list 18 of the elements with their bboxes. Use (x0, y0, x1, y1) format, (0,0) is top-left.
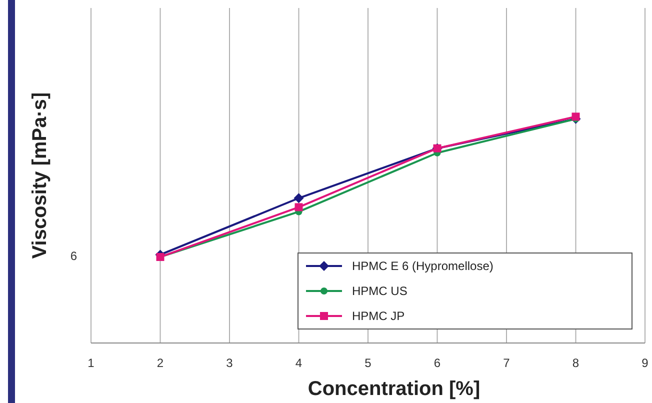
legend-label: HPMC E 6 (Hypromellose) (352, 259, 494, 273)
x-tick-label: 6 (434, 356, 441, 370)
legend-label: HPMC JP (352, 309, 405, 323)
x-tick-label: 7 (503, 356, 510, 370)
x-tick-label: 5 (364, 356, 372, 370)
point (294, 193, 304, 204)
x-tick-label: 3 (226, 356, 234, 370)
x-tick-label: 4 (295, 356, 302, 370)
x-tick-label: 9 (642, 356, 649, 370)
legend-label: HPMC US (352, 284, 408, 298)
x-tick-label: 2 (156, 356, 164, 370)
x-tick-label: 1 (88, 356, 95, 370)
x-axis-title: Concentration [%] (308, 378, 480, 400)
text: 6 (70, 249, 78, 263)
point (572, 112, 580, 121)
x-tick-label: 8 (572, 356, 580, 370)
point (294, 203, 303, 212)
y-axis-title: Viscosity [mPa·s] (29, 92, 51, 259)
